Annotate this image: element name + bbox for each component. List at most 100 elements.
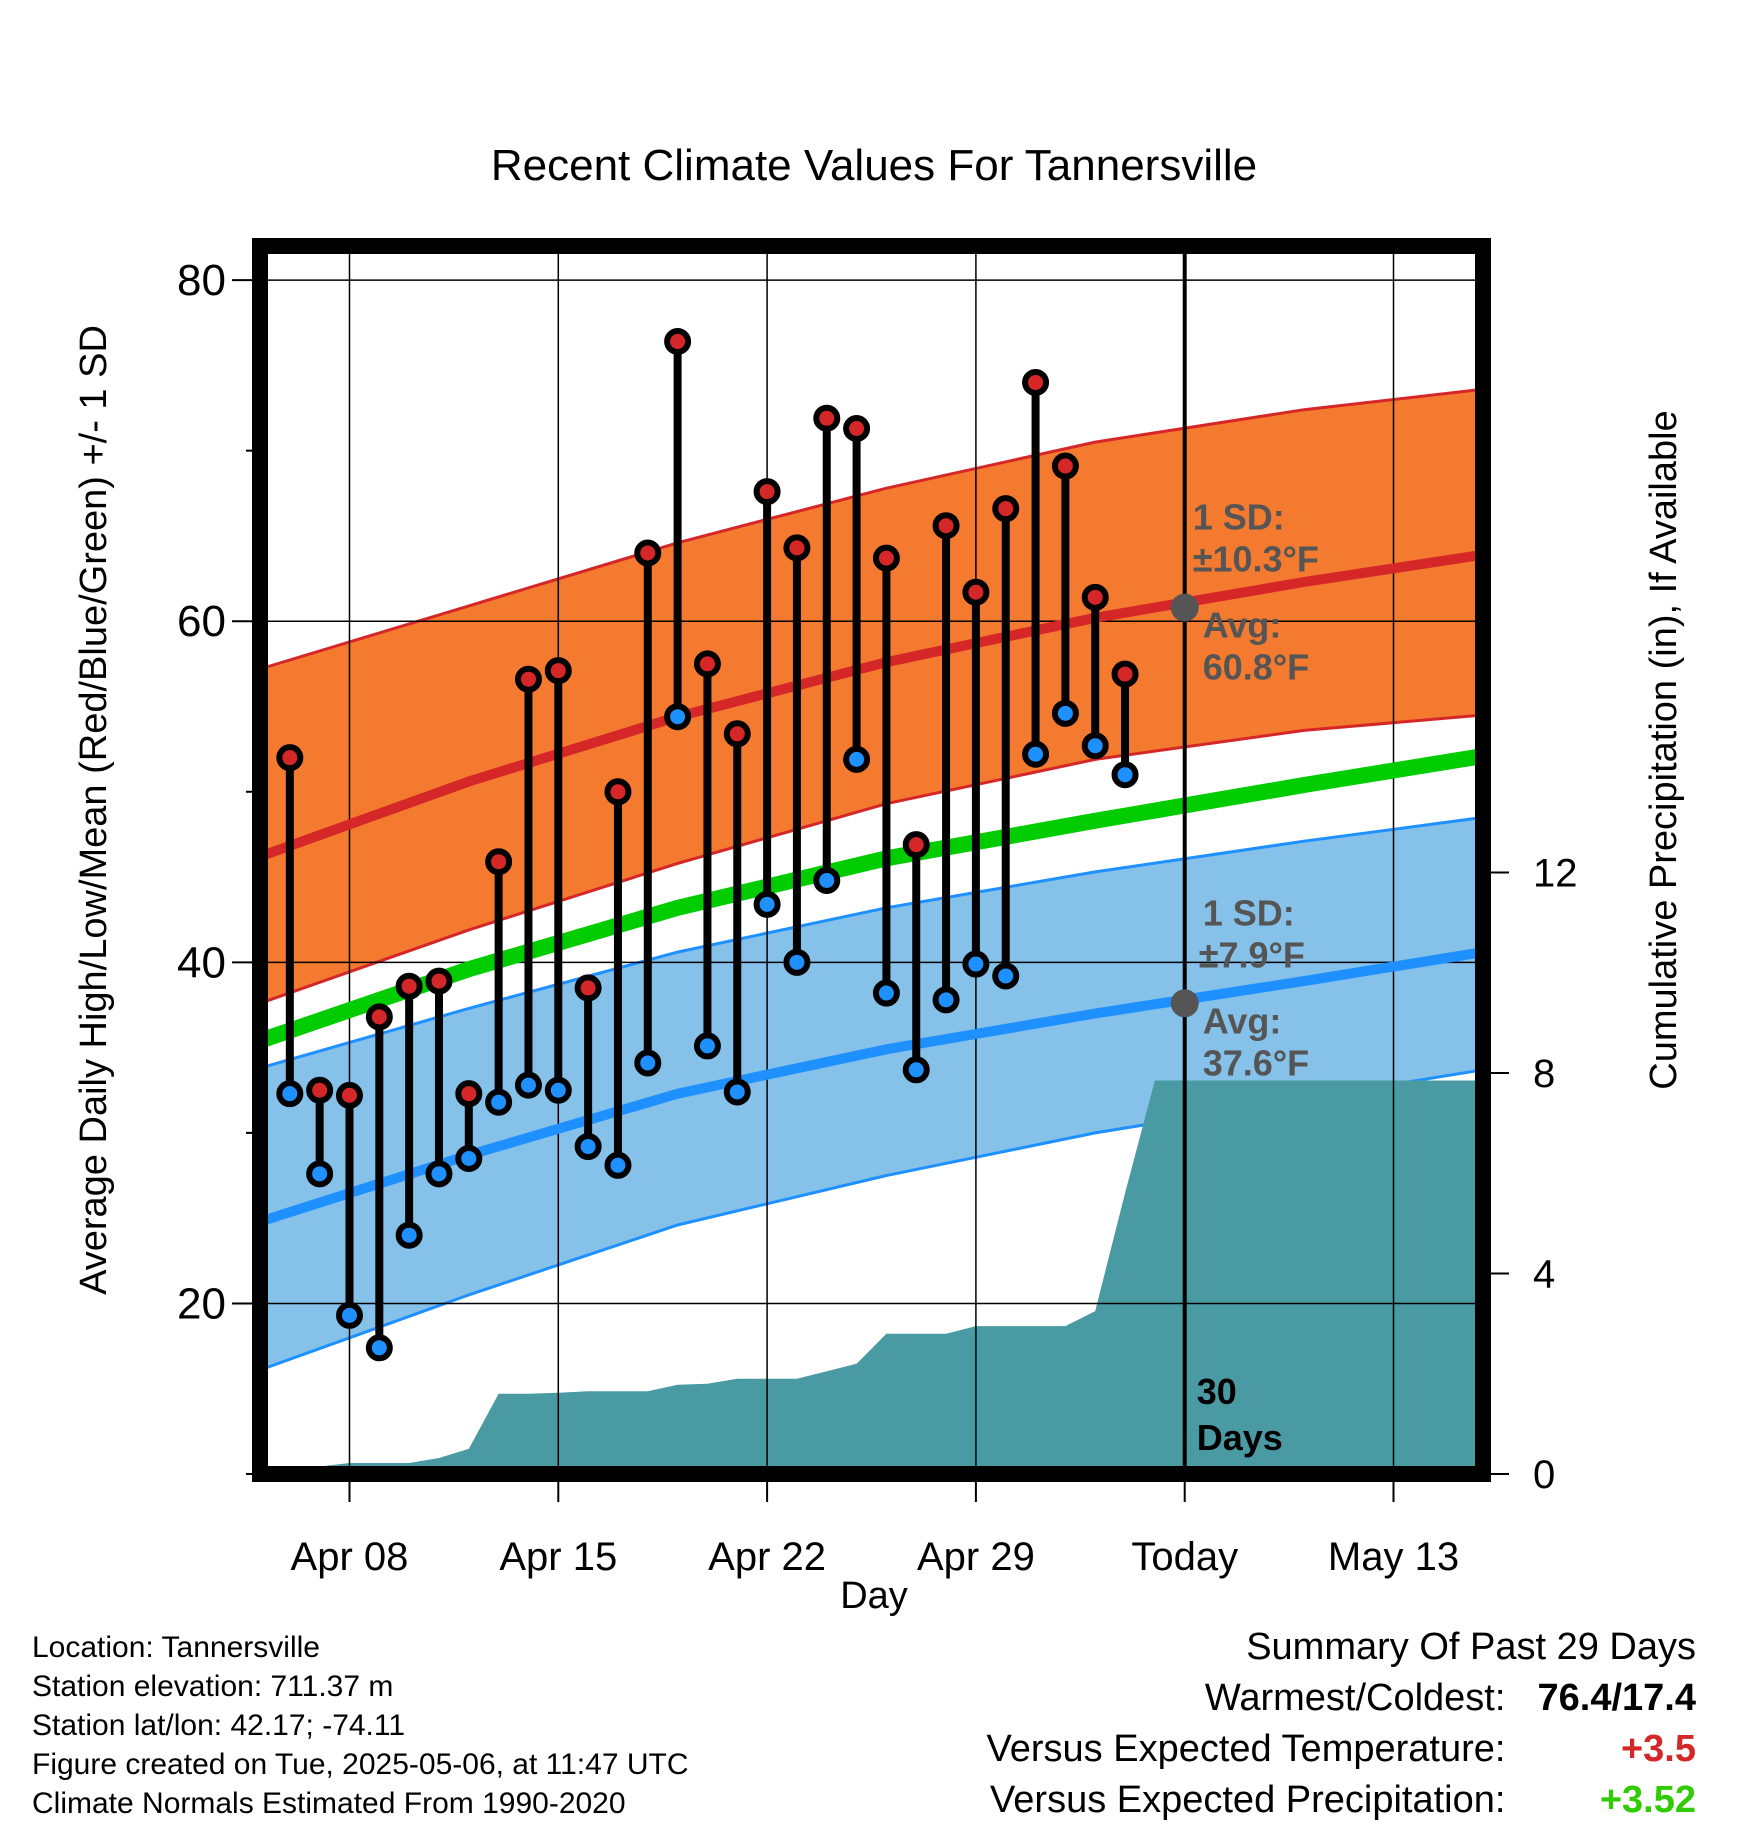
low-point — [932, 986, 960, 1014]
temp-label: Versus Expected Temperature: — [986, 1728, 1506, 1770]
x-axis-label: Day — [840, 1575, 908, 1617]
low-point — [574, 1133, 602, 1161]
high-point — [902, 831, 930, 859]
x-tick-label: Apr 15 — [499, 1535, 617, 1579]
daily-dots — [276, 328, 1139, 1362]
low-avg-label: Avg: — [1203, 1000, 1282, 1041]
high-upper-line — [259, 387, 1484, 671]
x-tick-label: Apr 29 — [917, 1535, 1035, 1579]
high-point — [962, 578, 990, 606]
high-point — [843, 414, 871, 442]
precip-label: Versus Expected Precipitation: — [990, 1779, 1506, 1821]
high-point — [634, 539, 662, 567]
high-point — [365, 1003, 393, 1031]
low-point — [365, 1334, 393, 1362]
low-point — [962, 950, 990, 978]
location-text: Location: Tannersville — [32, 1631, 320, 1664]
low-point — [306, 1160, 334, 1188]
high-avg-value: 60.8°F — [1203, 647, 1309, 688]
high-point — [693, 650, 721, 678]
warm-cold-label: Warmest/Coldest: — [1204, 1677, 1506, 1719]
high-point — [514, 665, 542, 693]
y-tick-label: 60 — [177, 597, 226, 646]
x-tick-label: May 13 — [1328, 1535, 1459, 1579]
chart-title: Recent Climate Values For Tannersville — [491, 141, 1257, 190]
low-point — [753, 890, 781, 918]
high-point — [872, 544, 900, 572]
high-point — [335, 1081, 363, 1109]
low-point — [902, 1056, 930, 1084]
high-point — [544, 657, 572, 685]
low-point — [1051, 699, 1079, 727]
low-point — [604, 1151, 632, 1179]
high-point — [276, 744, 304, 772]
high-point — [604, 778, 632, 806]
elevation-text: Station elevation: 711.37 m — [32, 1670, 394, 1703]
y2-tick-label: 8 — [1533, 1052, 1555, 1096]
summary-temp: Versus Expected Temperature: +3.5 — [987, 1724, 1696, 1775]
high-point — [813, 404, 841, 432]
high-point — [306, 1076, 334, 1104]
high-point — [664, 328, 692, 356]
low-point — [1022, 740, 1050, 768]
high-point — [425, 967, 453, 995]
summary-title: Summary Of Past 29 Days — [1246, 1626, 1696, 1668]
low-point — [634, 1049, 662, 1077]
precip-value: +3.52 — [1599, 1779, 1696, 1821]
low-point — [723, 1078, 751, 1106]
x-tick-label: Apr 22 — [708, 1535, 826, 1579]
latlon-text: Station lat/lon: 42.17; -74.11 — [32, 1709, 406, 1742]
high-point — [932, 512, 960, 540]
high-sd-band — [260, 389, 1483, 1004]
high-point — [783, 534, 811, 562]
low-point — [992, 962, 1020, 990]
high-point — [992, 495, 1020, 523]
low-point — [664, 703, 692, 731]
plot-frame — [252, 238, 1491, 1482]
low-point — [813, 866, 841, 894]
high-sd-value: ±10.3°F — [1193, 539, 1319, 580]
high-point — [723, 720, 751, 748]
normals-text: Climate Normals Estimated From 1990-2020 — [32, 1787, 626, 1820]
high-point — [1051, 452, 1079, 480]
low-sd-label: 1 SD: — [1203, 892, 1295, 933]
high-point — [1081, 583, 1109, 611]
high-sd-label: 1 SD: — [1193, 497, 1285, 538]
low-sd-band — [260, 817, 1483, 1370]
y2-tick-label: 12 — [1533, 852, 1578, 896]
low-point — [395, 1221, 423, 1249]
high-point — [455, 1080, 483, 1108]
y-tick-label: 80 — [177, 256, 226, 305]
daily-range-stems — [285, 341, 1130, 1348]
high-point — [1022, 368, 1050, 396]
high-point — [395, 972, 423, 1000]
x-tick-label: Today — [1131, 1535, 1238, 1579]
summary-panel: Summary Of Past 29 Days Warmest/Coldest:… — [987, 1622, 1696, 1826]
y2-tick-label: 4 — [1533, 1253, 1555, 1297]
low-point — [693, 1032, 721, 1060]
low-point — [843, 745, 871, 773]
high-point — [574, 974, 602, 1002]
low-point — [783, 948, 811, 976]
low-point — [455, 1144, 483, 1172]
low-point — [276, 1080, 304, 1108]
window-days-text: Days — [1197, 1417, 1283, 1458]
y-tick-label: 20 — [177, 1279, 226, 1328]
low-point — [514, 1071, 542, 1099]
low-point — [1081, 732, 1109, 760]
created-text: Figure created on Tue, 2025-05-06, at 11… — [32, 1748, 689, 1781]
summary-warm-cold: Warmest/Coldest: 76.4/17.4 — [987, 1673, 1696, 1724]
temp-value: +3.5 — [1620, 1728, 1696, 1770]
low-point — [485, 1088, 513, 1116]
low-avg-value: 37.6°F — [1203, 1042, 1309, 1083]
high-avg-dot — [1170, 593, 1199, 622]
x-tick-label: Apr 08 — [291, 1535, 409, 1579]
low-point — [335, 1301, 363, 1329]
low-avg-dot — [1170, 989, 1199, 1018]
high-point — [753, 478, 781, 506]
station-info: Location: Tannersville Station elevation… — [32, 1628, 689, 1823]
y-axis-label: Average Daily High/Low/Mean (Red/Blue/Gr… — [73, 325, 115, 1295]
high-point — [1111, 660, 1139, 688]
high-point — [485, 848, 513, 876]
